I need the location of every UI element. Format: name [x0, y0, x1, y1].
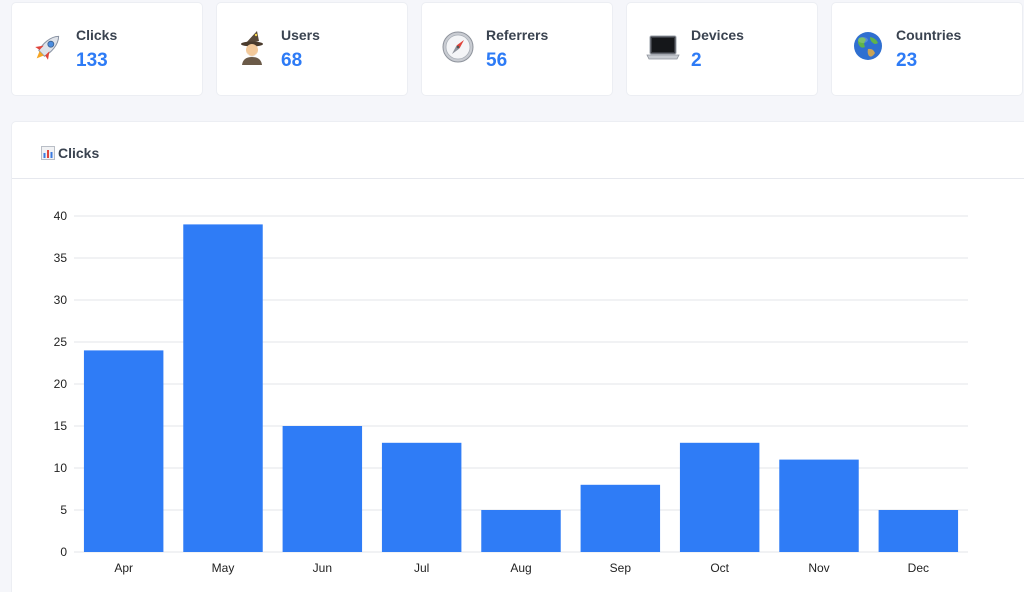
- stat-card-referrers: Referrers 56: [422, 3, 612, 95]
- y-tick-label: 40: [54, 209, 68, 223]
- stat-value-referrers: 56: [486, 50, 508, 71]
- stat-card-clicks: Clicks 133: [12, 3, 202, 95]
- y-tick-label: 10: [54, 461, 68, 475]
- bar-aug[interactable]: [481, 510, 561, 552]
- stats-row: Clicks 133 Users 68 Referrers 56: [12, 3, 1024, 96]
- stat-label-referrers: Referrers: [486, 27, 549, 43]
- bar-dec[interactable]: [878, 510, 959, 552]
- bar-chart-icon: [41, 146, 55, 160]
- bar-jun[interactable]: [282, 426, 363, 552]
- stat-value-users: 68: [281, 50, 303, 71]
- stat-label-devices: Devices: [691, 27, 744, 43]
- y-tick-label: 0: [60, 545, 67, 559]
- laptop-icon: [646, 35, 680, 60]
- y-tick-label: 5: [60, 503, 67, 517]
- x-tick-label: Apr: [114, 561, 133, 575]
- x-tick-label: May: [212, 561, 235, 575]
- stat-value-devices: 2: [691, 50, 702, 71]
- chart-card: Clicks 0 5 10 15 20 25 30 35 40 Apr May Jun Jul Aug Se…: [12, 122, 1024, 592]
- globe-icon: [854, 32, 882, 60]
- chart-title-wrap: Clicks: [41, 145, 99, 161]
- stat-label-users: Users: [281, 27, 320, 43]
- stat-card-devices: Devices 2: [627, 3, 817, 95]
- stat-card-countries: Countries 23: [832, 3, 1022, 95]
- rocket-icon: [35, 35, 60, 60]
- bar-oct[interactable]: [679, 442, 760, 552]
- x-tick-label: Nov: [808, 561, 829, 575]
- stat-value-countries: 23: [896, 50, 918, 71]
- x-tick-label: Oct: [710, 561, 729, 575]
- bar-apr[interactable]: [83, 350, 164, 552]
- x-tick-label: Sep: [610, 561, 632, 575]
- chart-header: Clicks: [12, 122, 1024, 179]
- bar-may[interactable]: [183, 224, 263, 552]
- compass-icon: [442, 31, 474, 63]
- stat-card-users: Users 68: [217, 3, 407, 95]
- bar-nov[interactable]: [779, 459, 859, 552]
- y-tick-label: 25: [54, 335, 68, 349]
- bar-sep[interactable]: [580, 484, 661, 552]
- stat-label-countries: Countries: [896, 27, 962, 43]
- bar-jul[interactable]: [381, 442, 462, 552]
- chart-title: Clicks: [58, 145, 100, 161]
- y-tick-label: 20: [54, 377, 68, 391]
- x-tick-label: Aug: [510, 561, 531, 575]
- stat-label-clicks: Clicks: [76, 27, 118, 43]
- y-tick-label: 15: [54, 419, 68, 433]
- y-tick-label: 35: [54, 251, 68, 265]
- x-tick-label: Jul: [414, 561, 429, 575]
- stat-value-clicks: 133: [76, 50, 108, 71]
- x-tick-label: Dec: [908, 561, 929, 575]
- clicks-bar-chart: 0 5 10 15 20 25 30 35 40 Apr May Jun Jul Aug Sep Oct Nov…: [54, 209, 968, 575]
- wizard-icon: [241, 31, 263, 65]
- y-tick-label: 30: [54, 293, 68, 307]
- x-tick-label: Jun: [313, 561, 332, 575]
